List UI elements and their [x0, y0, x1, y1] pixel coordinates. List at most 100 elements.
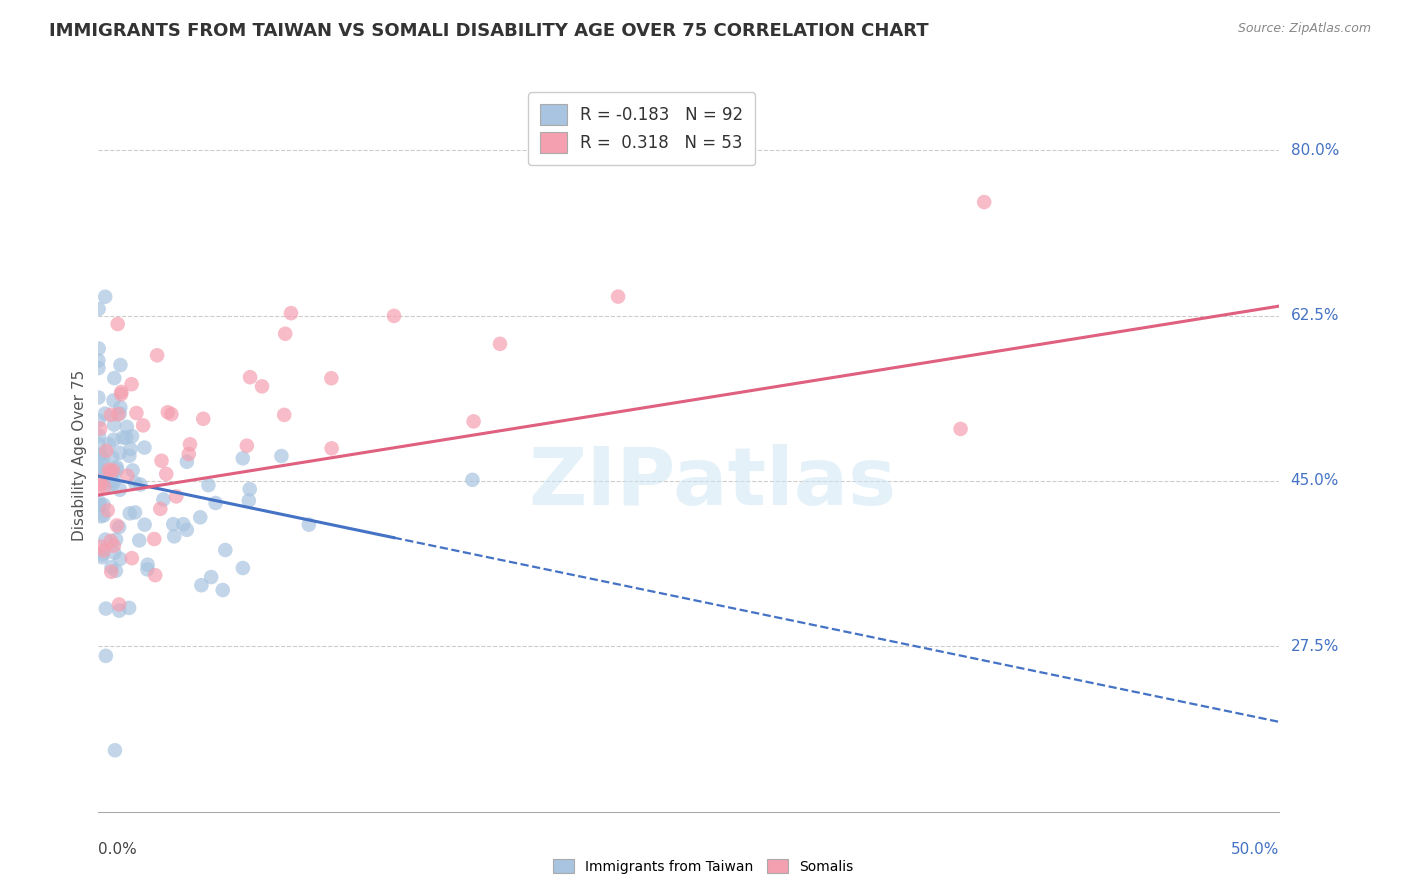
Point — [110, 387, 132, 401]
Point — [136, 558, 159, 572]
Point — [163, 529, 186, 543]
Point — [104, 564, 127, 578]
Legend: R = -0.183   N = 92, R =  0.318   N = 53: R = -0.183 N = 92, R = 0.318 N = 53 — [529, 92, 755, 165]
Point — [136, 562, 159, 576]
Point — [190, 578, 212, 592]
Point — [150, 454, 173, 468]
Point — [90, 540, 112, 554]
Point — [93, 543, 115, 558]
Point — [172, 517, 194, 532]
Point — [129, 477, 152, 491]
Point — [93, 498, 115, 512]
Point — [179, 437, 201, 451]
Point — [87, 437, 110, 451]
Point — [100, 533, 122, 548]
Point — [105, 518, 128, 533]
Point — [89, 462, 111, 476]
Point — [156, 405, 179, 419]
Point — [87, 483, 110, 497]
Point — [200, 570, 222, 584]
Y-axis label: Disability Age Over 75: Disability Age Over 75 — [72, 369, 87, 541]
Point — [298, 517, 321, 532]
Point — [214, 543, 236, 558]
Point — [176, 455, 198, 469]
Point — [128, 533, 150, 548]
Text: ZIPatlas: ZIPatlas — [529, 444, 897, 523]
Point — [118, 449, 141, 463]
Point — [239, 370, 262, 384]
Point — [110, 401, 132, 415]
Point — [239, 482, 262, 496]
Point — [101, 463, 124, 477]
Point — [121, 551, 143, 566]
Point — [280, 306, 302, 320]
Point — [87, 301, 110, 316]
Point — [382, 309, 405, 323]
Point — [89, 498, 111, 512]
Point — [461, 473, 484, 487]
Point — [100, 408, 122, 422]
Point — [321, 442, 343, 456]
Point — [108, 520, 131, 534]
Point — [132, 418, 155, 433]
Legend: Immigrants from Taiwan, Somalis: Immigrants from Taiwan, Somalis — [546, 852, 860, 880]
Point — [125, 406, 148, 420]
Point — [204, 496, 226, 510]
Point — [89, 477, 111, 491]
Point — [94, 601, 117, 615]
Point — [103, 476, 125, 491]
Point — [108, 598, 131, 612]
Point — [87, 414, 110, 428]
Point — [103, 433, 125, 447]
Point — [93, 467, 115, 481]
Point — [96, 443, 118, 458]
Point — [105, 462, 128, 476]
Point — [321, 371, 343, 385]
Point — [177, 447, 200, 461]
Point — [111, 431, 134, 445]
Point — [89, 474, 111, 488]
Point — [160, 407, 183, 421]
Point — [90, 509, 112, 524]
Point — [165, 489, 187, 503]
Point — [94, 533, 117, 547]
Point — [87, 353, 110, 368]
Point — [87, 361, 110, 376]
Point — [89, 421, 111, 435]
Point — [108, 483, 131, 497]
Point — [120, 442, 142, 456]
Point — [274, 326, 297, 341]
Point — [103, 371, 125, 385]
Point — [87, 391, 110, 405]
Point — [146, 348, 169, 362]
Point — [89, 467, 111, 482]
Point — [101, 467, 124, 481]
Point — [98, 478, 121, 492]
Point — [143, 532, 166, 546]
Point — [121, 463, 143, 477]
Point — [188, 510, 211, 524]
Point — [117, 468, 139, 483]
Text: 0.0%: 0.0% — [98, 842, 138, 857]
Point — [121, 377, 143, 392]
Point — [100, 565, 122, 579]
Point — [89, 495, 111, 509]
Point — [134, 441, 156, 455]
Point — [149, 501, 172, 516]
Point — [94, 648, 117, 663]
Point — [94, 407, 117, 421]
Point — [124, 505, 146, 519]
Point — [108, 407, 131, 421]
Point — [97, 463, 120, 477]
Text: IMMIGRANTS FROM TAIWAN VS SOMALI DISABILITY AGE OVER 75 CORRELATION CHART: IMMIGRANTS FROM TAIWAN VS SOMALI DISABIL… — [49, 22, 929, 40]
Point — [273, 408, 295, 422]
Point — [107, 317, 129, 331]
Point — [115, 420, 138, 434]
Point — [250, 379, 273, 393]
Point — [118, 600, 141, 615]
Point — [232, 561, 254, 575]
Point — [176, 523, 198, 537]
Point — [607, 290, 630, 304]
Point — [232, 451, 254, 466]
Point — [197, 478, 219, 492]
